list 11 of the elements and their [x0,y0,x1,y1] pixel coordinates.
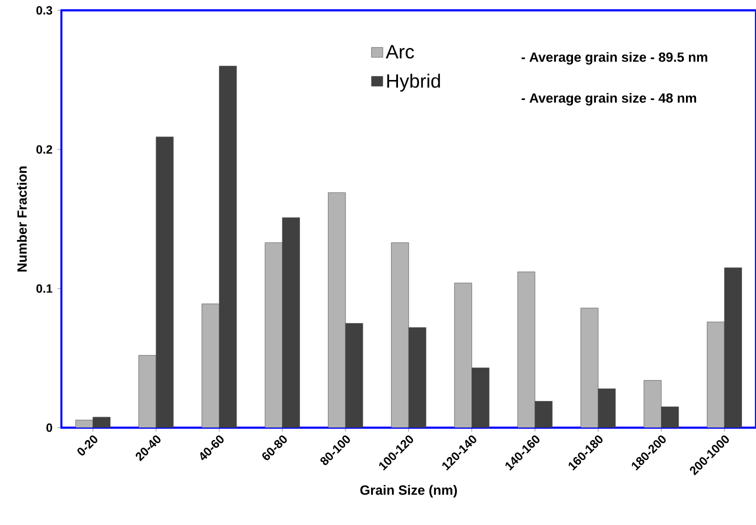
legend-label: Arc [386,45,414,59]
annotation: - Average grain size - 48 nm [522,92,696,106]
y-axis-title: Number Fraction [16,166,27,272]
legend-label: Hybrid [387,74,440,92]
y-tick-label: 0.1 [36,284,52,293]
y-tick-label: 0.2 [36,145,52,154]
x-tick-label: 0-20 [77,435,98,456]
y-tick-label: 0.3 [36,6,52,15]
annotation: - Average grain size - 89.5 nm [522,52,708,65]
y-tick-label: 0 [46,423,52,432]
x-axis-title: Grain Size (nm) [360,485,457,498]
